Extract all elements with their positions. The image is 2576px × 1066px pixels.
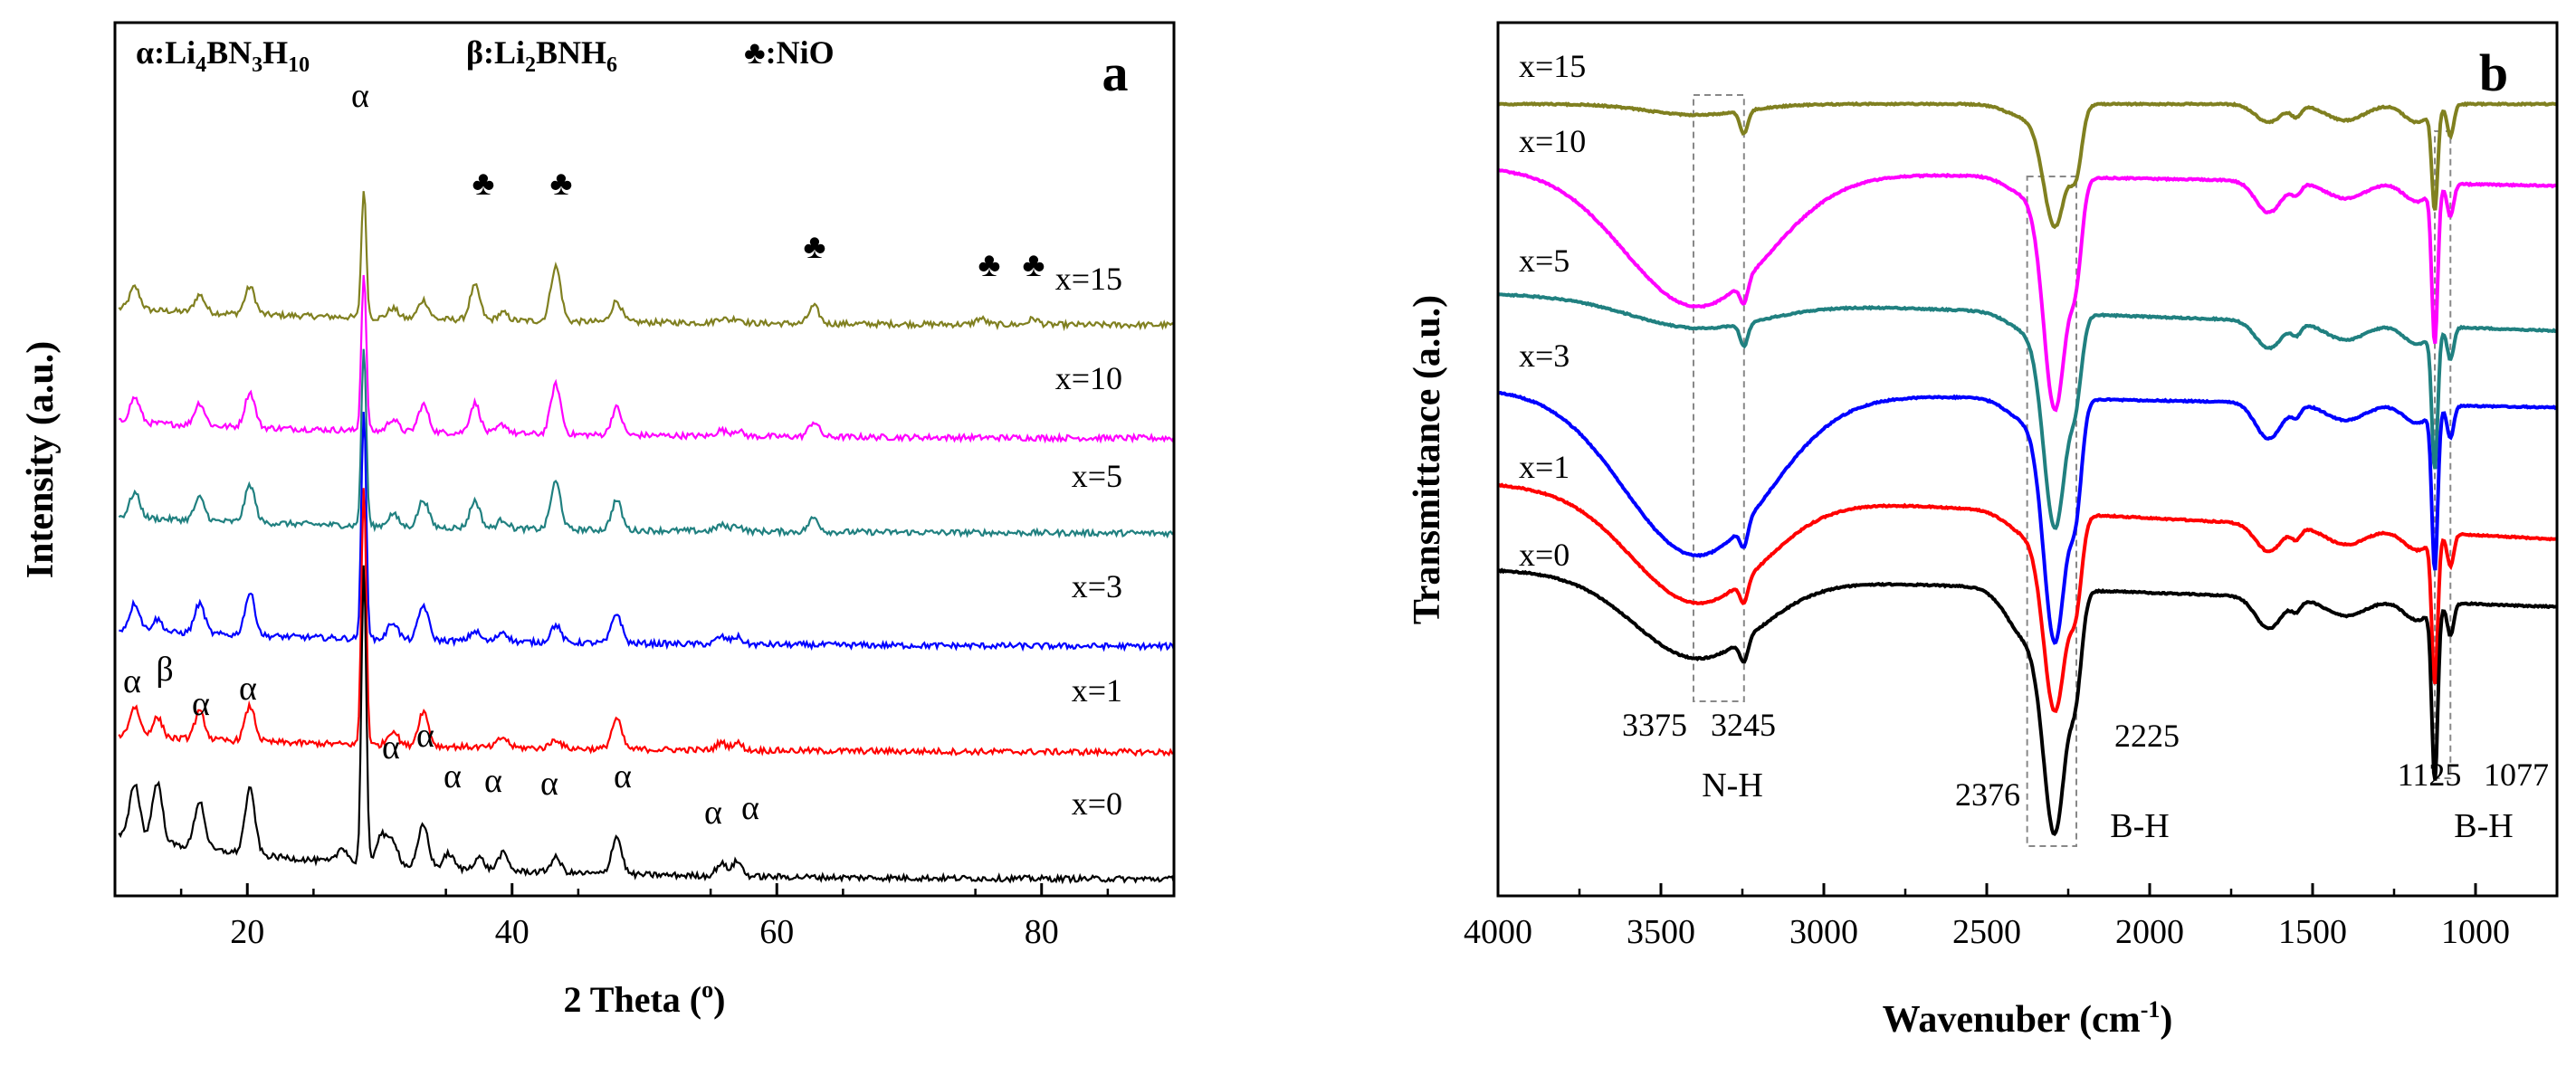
panel-a-plot-frame	[113, 21, 1176, 898]
x-tick-label: 4000	[1464, 913, 1532, 951]
series-label-x3: x=3	[1519, 338, 1569, 374]
band-label: B-H	[2454, 807, 2513, 845]
panel-a-x-ticks: 20 40 60 80	[179, 883, 1110, 951]
series-label-x1: x=1	[1519, 449, 1569, 485]
xrd-series-line	[119, 411, 1175, 652]
panel-a-legend-nio: ♣:NiO	[744, 34, 835, 71]
nio-marker: ♣	[804, 228, 826, 266]
panel-a-legend-beta: β:Li2BNH6	[466, 34, 617, 77]
x-tick-label: 3000	[1789, 913, 1858, 951]
annotation-symbol: α	[351, 77, 369, 115]
panel-b-label: b	[2479, 43, 2508, 102]
series-label-x5: x=5	[1072, 458, 1122, 494]
panel-b-plot-frame	[1496, 21, 2559, 898]
ftir-series-line	[1497, 292, 2557, 530]
panel-b-x-axis-title: Wavenuber (cm-1)	[1883, 996, 2173, 1041]
peak-label: 1077	[2484, 757, 2549, 793]
annotation-symbol: α	[741, 789, 759, 827]
x-tick-label: 60	[759, 913, 794, 951]
panel-a-series-labels: x=15 x=10 x=5 x=3 x=1 x=0	[1055, 261, 1122, 822]
x-tick-label: 80	[1025, 913, 1059, 951]
x-tick-label: 1000	[2441, 913, 2510, 951]
panel-a-label: a	[1102, 43, 1129, 102]
annotation-symbol: α	[239, 670, 257, 708]
annotation-symbol: α	[704, 794, 722, 832]
xrd-series-line	[118, 565, 1175, 885]
peak-label: 3375	[1622, 707, 1687, 743]
band-label: N-H	[1702, 766, 1763, 804]
panel-a-curves	[118, 191, 1175, 885]
panel-a-legend-alpha: α:Li4BN3H10	[136, 34, 310, 77]
series-label-x10: x=10	[1055, 360, 1122, 396]
panel-a-y-axis-title: Intensity (a.u.)	[20, 341, 62, 579]
x-tick-label: 20	[230, 913, 264, 951]
x-tick-label: 3500	[1627, 913, 1695, 951]
nio-marker: ♣	[1023, 246, 1045, 284]
nio-marker: ♣	[472, 165, 495, 203]
panel-b-ftir-chart: 4000 3500 3000 2500 2000 1500 1000 b x=15x=10x…	[1407, 21, 2559, 1041]
annotation-symbol: α	[123, 662, 141, 700]
annotation-symbol: α	[192, 685, 210, 723]
x-tick-label: 40	[495, 913, 530, 951]
peak-label: 3245	[1711, 707, 1776, 743]
band-region-box	[1693, 94, 1745, 702]
series-label-x0: x=0	[1072, 785, 1122, 822]
panel-b-y-axis-title: Transmittance (a.u.)	[1407, 295, 1448, 624]
panel-a-peak-annotations: ααα αβα αα α α αα α♣ ♣♣ ♣ ♣	[123, 77, 1045, 832]
xrd-series-line	[118, 488, 1174, 757]
nio-marker: ♣	[550, 165, 573, 203]
x-tick-label: 1500	[2278, 913, 2347, 951]
peak-label: 2376	[1955, 776, 2020, 813]
series-label-x5: x=5	[1519, 243, 1569, 279]
panel-b-series-labels: x=15 x=10 x=5 x=3 x=1 x=0	[1519, 48, 1586, 573]
annotation-symbol: α	[484, 762, 502, 800]
annotation-symbol: α	[614, 757, 632, 795]
xrd-series-line	[118, 348, 1175, 539]
panel-a-xrd-chart: 20 40 60 80 a α:Li4BN3H10 β:Li2BNH6 ♣:NiO x…	[20, 21, 1176, 1020]
annotation-symbol: α	[540, 765, 558, 803]
series-label-x3: x=3	[1072, 568, 1122, 604]
peak-label: 1125	[2398, 757, 2462, 793]
panel-b-peak-annotations: 3375 3245 2376 2225 1125 1077 N-H B-H B-H	[1622, 707, 2549, 845]
band-label: B-H	[2110, 807, 2169, 845]
series-label-x0: x=0	[1519, 537, 1569, 573]
series-label-x15: x=15	[1519, 48, 1586, 84]
annotation-symbol: α	[416, 717, 434, 755]
ftir-series-line	[1498, 168, 2557, 413]
ftir-series-line	[1498, 482, 2557, 714]
x-tick-label: 2500	[1952, 913, 2021, 951]
series-label-x15: x=15	[1055, 261, 1122, 297]
annotation-symbol: α	[382, 728, 400, 766]
annotation-symbol: α	[444, 757, 462, 795]
peak-label: 2225	[2114, 718, 2180, 754]
ftir-series-line	[1497, 567, 2557, 837]
nio-marker: ♣	[978, 246, 1001, 284]
x-tick-label: 2000	[2115, 913, 2184, 951]
xrd-series-line	[118, 191, 1175, 332]
xrd-series-line	[119, 274, 1175, 444]
series-label-x1: x=1	[1072, 672, 1122, 709]
panel-a-x-axis-title: 2 Theta (o)	[564, 976, 726, 1020]
ftir-series-line	[1497, 390, 2558, 645]
panel-b-curves	[1496, 100, 2558, 837]
panel-b-x-ticks: 4000 3500 3000 2500 2000 1500 1000	[1464, 883, 2559, 951]
series-label-x10: x=10	[1519, 123, 1586, 159]
ftir-series-line	[1496, 100, 2557, 230]
annotation-symbol: β	[156, 651, 173, 689]
